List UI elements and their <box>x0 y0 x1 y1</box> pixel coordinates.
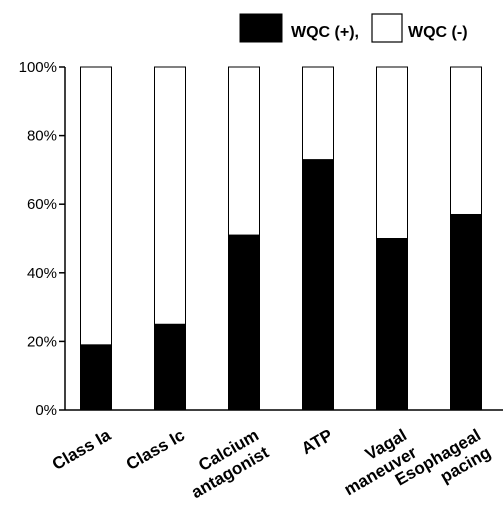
x-category-label: ATP <box>298 425 336 458</box>
legend: WQC (+), WQC (-) <box>239 13 468 43</box>
x-category-label: Class Ic <box>123 425 188 474</box>
y-tick-label: 0% <box>35 402 57 419</box>
bar-segment-wqc-negative <box>80 66 112 346</box>
bar-segment-wqc-positive <box>302 159 334 411</box>
y-tick-label: 80% <box>27 128 57 145</box>
bar-segment-wqc-negative <box>302 66 334 161</box>
y-tick-label: 60% <box>27 196 57 213</box>
bar-segment-wqc-negative <box>154 66 186 325</box>
bar-segment-wqc-negative <box>376 66 408 239</box>
bar-segment-wqc-positive <box>376 238 408 411</box>
legend-label-wqc-positive: WQC (+), <box>291 24 359 41</box>
bar-segment-wqc-negative <box>450 66 482 215</box>
bar-segment-wqc-positive <box>80 344 112 411</box>
bar-segment-wqc-positive <box>450 213 482 411</box>
axes: 0% 20% 40% 60% 80% 100% <box>19 59 503 419</box>
x-category-label: Vagalmaneuver <box>331 425 420 499</box>
x-category-label: Class Ia <box>49 425 115 474</box>
bar-segment-wqc-negative <box>228 66 260 236</box>
legend-swatch-wqc-negative <box>371 13 403 43</box>
x-category-label-line: Class Ia <box>49 425 115 474</box>
y-tick-label: 20% <box>27 333 57 350</box>
category-labels: Class Ia Class Ic Calciumantagonist ATP Vaga… <box>49 425 494 502</box>
x-category-label-line: ATP <box>298 425 336 458</box>
x-category-label-line: Class Ic <box>123 425 188 474</box>
legend-swatch-wqc-positive <box>239 13 283 43</box>
bar-segment-wqc-positive <box>228 234 260 411</box>
y-tick-label: 40% <box>27 265 57 282</box>
bar-segment-wqc-positive <box>154 323 186 411</box>
y-tick-label: 100% <box>19 59 57 76</box>
bars <box>80 66 482 411</box>
x-category-label: Calciumantagonist <box>178 425 272 502</box>
legend-label-wqc-negative: WQC (-) <box>408 24 468 41</box>
